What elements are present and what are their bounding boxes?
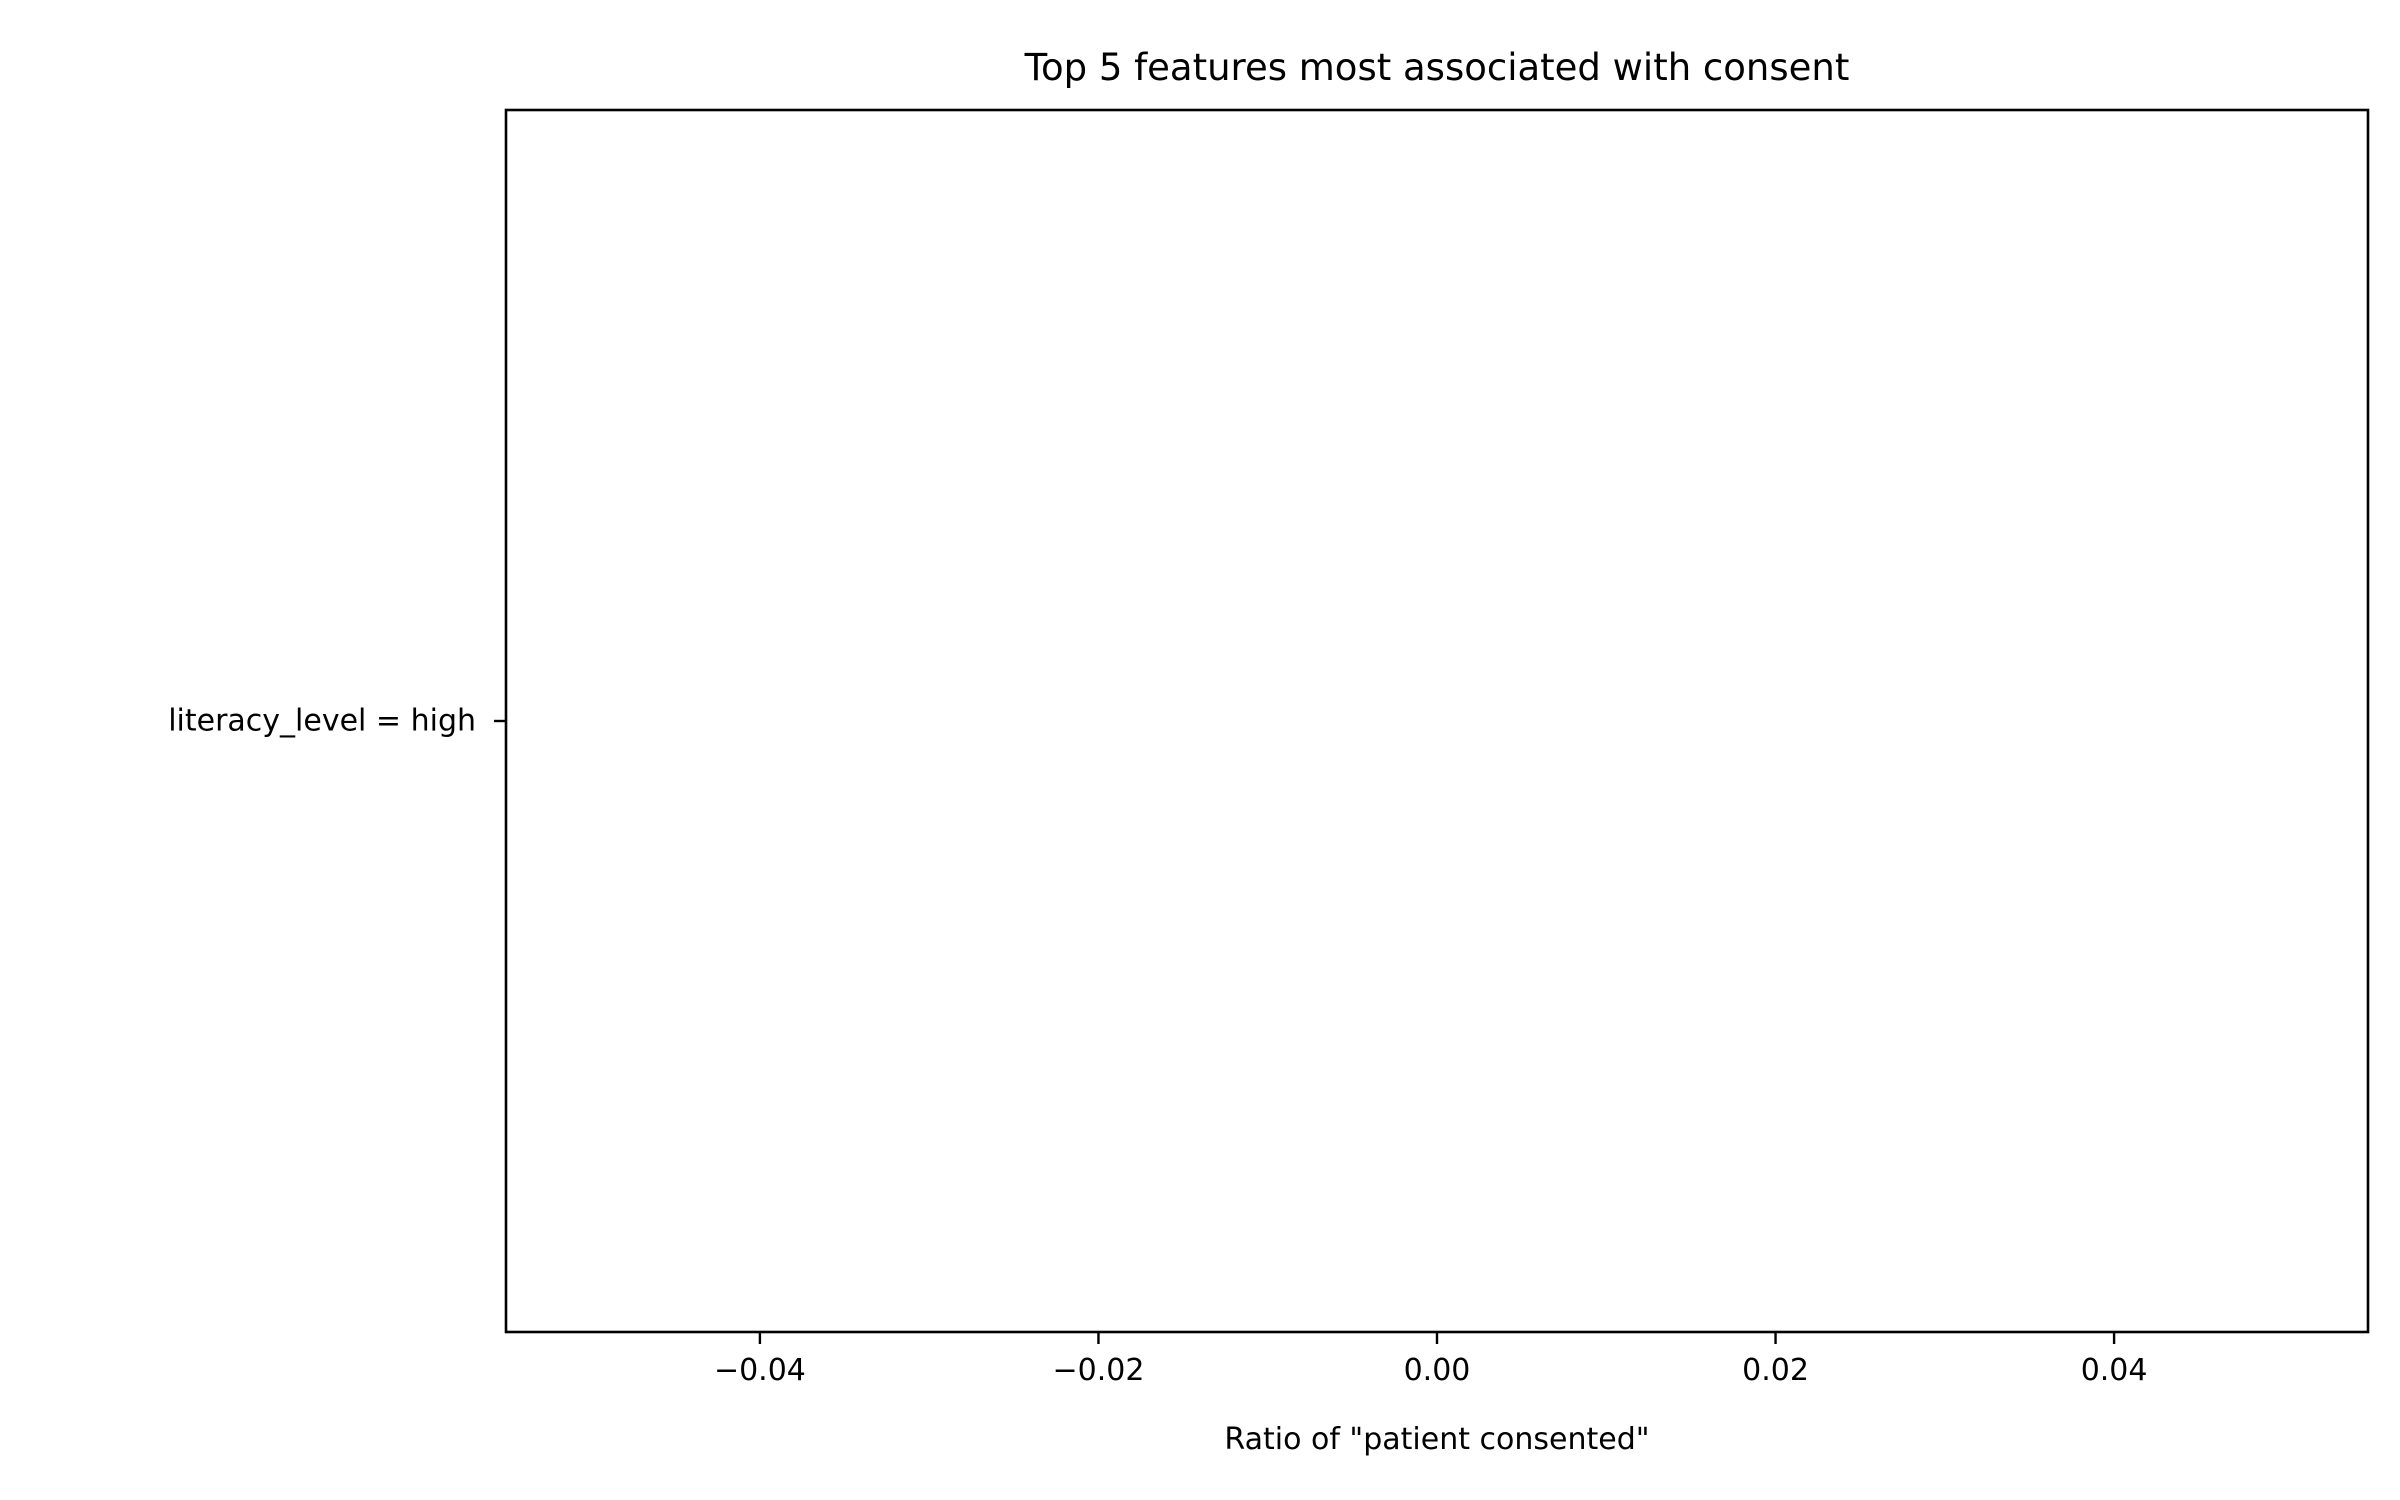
x-tick-label: 0.00 [1404,1353,1471,1388]
x-tick-label: −0.02 [1052,1353,1144,1388]
x-tick-label: 0.02 [1742,1353,1809,1388]
y-tick-label: literacy_level = high [168,704,476,739]
x-tick-label: −0.04 [714,1353,806,1388]
x-tick-label: 0.04 [2081,1353,2148,1388]
x-axis: −0.04 −0.02 0.00 0.02 0.04 [714,1332,2148,1388]
y-axis: literacy_level = high [168,704,506,739]
x-axis-label: Ratio of "patient consented" [1224,1422,1649,1457]
chart-title: Top 5 features most associated with cons… [1024,46,1850,89]
